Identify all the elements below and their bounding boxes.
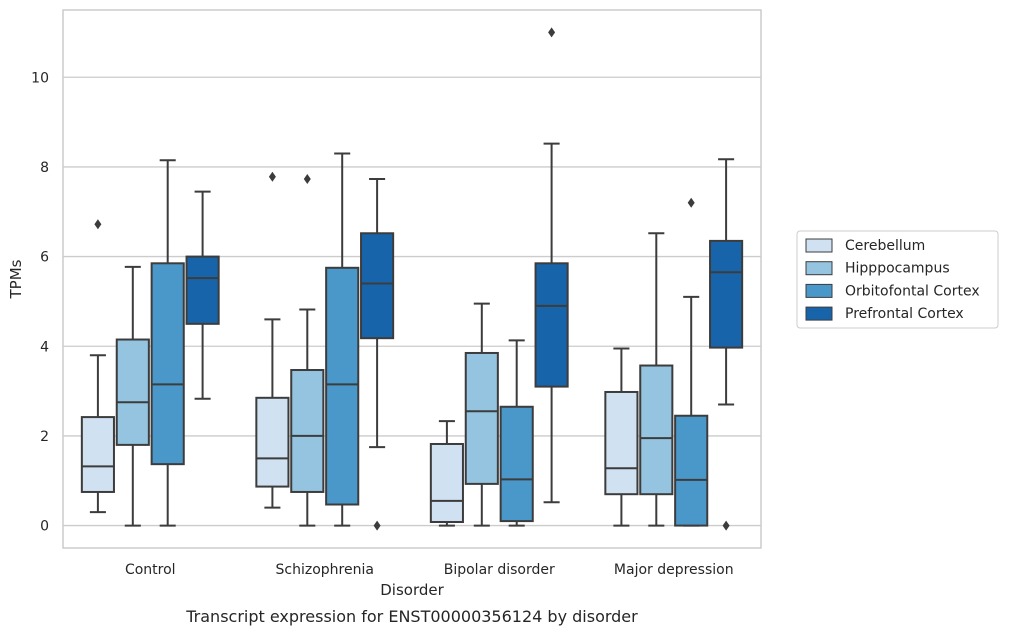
legend-swatch (805, 261, 833, 276)
box-iqr (150, 262, 185, 466)
y-tick-label: 6 (40, 250, 49, 266)
legend-label: Hipppocampus (845, 261, 950, 277)
y-tick-label: 0 (40, 519, 49, 535)
outlier-point (548, 27, 556, 38)
plot-frame (62, 9, 762, 549)
box-orbitofontal-cortex (499, 339, 534, 527)
box-iqr (464, 351, 499, 485)
box-cerebellum (604, 347, 639, 527)
box-iqr (115, 338, 150, 446)
legend-label: Cerebellum (845, 238, 925, 254)
legend-swatch (805, 283, 833, 298)
box-iqr (325, 266, 360, 506)
box-iqr (429, 442, 464, 523)
box-iqr (255, 396, 290, 488)
box-orbitofontal-cortex (325, 152, 360, 527)
box-hipppocampus (464, 302, 499, 527)
legend-label: Prefrontal Cortex (845, 306, 964, 322)
box-iqr (185, 255, 220, 325)
box-hipppocampus (115, 265, 150, 527)
outlier-point (268, 171, 276, 182)
box-cerebellum (80, 219, 115, 514)
outlier-point (94, 219, 102, 230)
y-axis-label: TPMs (7, 259, 25, 299)
box-iqr (639, 364, 674, 496)
box-iqr (604, 390, 639, 496)
y-tick-label: 4 (40, 339, 49, 355)
y-tick-label: 10 (31, 70, 49, 86)
box-series (80, 27, 744, 531)
legend-label: Orbitofontal Cortex (845, 283, 980, 299)
box-iqr (534, 262, 569, 388)
y-tick-label: 2 (40, 429, 49, 445)
x-tick-label: Major depression (614, 562, 734, 578)
box-orbitofontal-cortex (674, 197, 709, 527)
box-iqr (80, 416, 115, 493)
box-iqr (360, 232, 395, 340)
outlier-point (303, 174, 311, 185)
box-iqr (674, 414, 709, 527)
y-tick-label: 8 (40, 160, 49, 176)
box-iqr (499, 405, 534, 523)
x-tick-label: Bipolar disorder (444, 562, 555, 578)
box-cerebellum (429, 420, 464, 527)
box-iqr (290, 369, 325, 493)
box-hipppocampus (639, 232, 674, 527)
box-cerebellum (255, 171, 290, 509)
box-hipppocampus (290, 174, 325, 527)
legend-frame (796, 230, 999, 329)
box-iqr (709, 239, 744, 349)
x-tick-label: Schizophrenia (276, 562, 374, 578)
box-prefrontal-cortex (709, 158, 744, 531)
legend-swatch (805, 238, 833, 253)
x-tick-label: Control (125, 562, 176, 578)
legend-swatch (805, 306, 833, 321)
x-axis-label: Disorder (380, 581, 444, 599)
chart-title: Transcript expression for ENST0000035612… (185, 607, 638, 626)
box-prefrontal-cortex (185, 190, 220, 400)
outlier-point (373, 520, 381, 531)
box-prefrontal-cortex (534, 27, 569, 504)
outlier-point (722, 520, 730, 531)
y-tick-labels: 0 2 4 6 8 10 (31, 70, 49, 534)
box-orbitofontal-cortex (150, 159, 185, 527)
x-tick-labels: Control Schizophrenia Bipolar disorder Majo… (125, 562, 734, 578)
outlier-point (687, 197, 695, 208)
legend: Cerebellum Hipppocampus Orbitofontal Corte… (796, 230, 999, 329)
box-prefrontal-cortex (360, 178, 395, 531)
